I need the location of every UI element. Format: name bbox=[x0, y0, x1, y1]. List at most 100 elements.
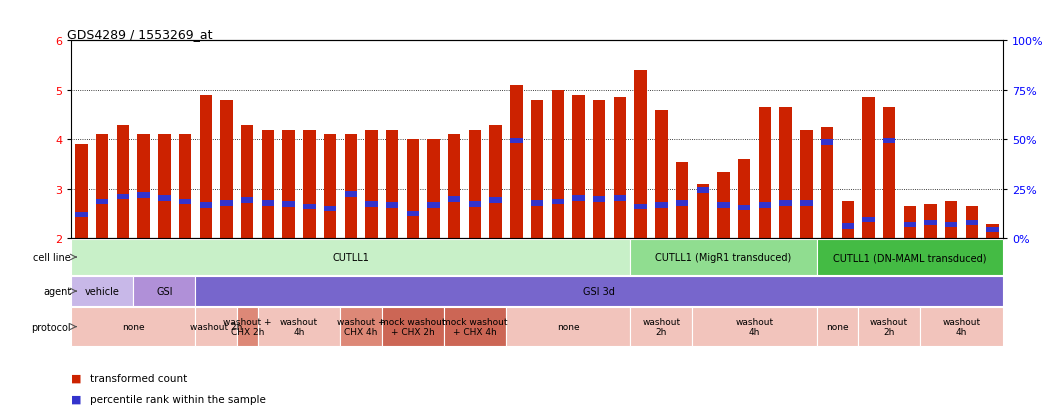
Text: mock washout
+ CHX 2h: mock washout + CHX 2h bbox=[380, 317, 446, 337]
Bar bbox=[634, 204, 647, 209]
Bar bbox=[510, 138, 522, 144]
Bar bbox=[883, 108, 895, 239]
Bar bbox=[759, 202, 771, 208]
Bar bbox=[133, 277, 196, 306]
Bar bbox=[386, 202, 398, 208]
Bar bbox=[406, 140, 419, 239]
Bar bbox=[448, 135, 461, 239]
Bar bbox=[717, 202, 730, 208]
Bar bbox=[945, 222, 957, 228]
Bar bbox=[965, 221, 978, 226]
Bar bbox=[800, 201, 812, 206]
Bar bbox=[655, 202, 668, 208]
Text: washout
2h: washout 2h bbox=[642, 317, 681, 337]
Text: CUTLL1 (MigR1 transduced): CUTLL1 (MigR1 transduced) bbox=[655, 252, 792, 262]
Bar bbox=[96, 135, 109, 239]
Text: none: none bbox=[826, 323, 849, 331]
Bar bbox=[655, 110, 668, 239]
Bar bbox=[738, 160, 751, 239]
Bar bbox=[220, 201, 232, 206]
Bar bbox=[200, 96, 211, 239]
Bar bbox=[717, 172, 730, 239]
Bar bbox=[573, 96, 584, 239]
Text: GSI: GSI bbox=[156, 286, 173, 297]
Bar bbox=[925, 204, 937, 239]
Bar bbox=[448, 197, 461, 202]
Bar bbox=[531, 201, 543, 206]
Bar bbox=[779, 108, 792, 239]
Text: transformed count: transformed count bbox=[90, 373, 187, 383]
Bar bbox=[158, 196, 171, 201]
Bar bbox=[469, 202, 482, 207]
Text: GDS4289 / 1553269_at: GDS4289 / 1553269_at bbox=[67, 28, 213, 41]
Bar bbox=[262, 201, 274, 206]
Bar bbox=[262, 130, 274, 239]
Text: cell line: cell line bbox=[34, 252, 71, 262]
Bar bbox=[365, 202, 378, 207]
Text: agent: agent bbox=[43, 286, 71, 297]
Bar bbox=[904, 222, 916, 228]
Text: washout
2h: washout 2h bbox=[870, 317, 908, 337]
Text: vehicle: vehicle bbox=[85, 286, 119, 297]
Bar bbox=[324, 135, 336, 239]
Bar bbox=[552, 199, 564, 204]
Text: CUTLL1: CUTLL1 bbox=[332, 252, 370, 262]
Bar bbox=[283, 202, 295, 207]
Bar bbox=[382, 308, 444, 346]
Bar bbox=[237, 308, 258, 346]
Bar bbox=[340, 308, 382, 346]
Bar bbox=[817, 240, 1003, 275]
Bar bbox=[883, 138, 895, 144]
Bar bbox=[593, 197, 605, 202]
Bar bbox=[821, 128, 833, 239]
Bar bbox=[344, 192, 357, 197]
Bar bbox=[179, 135, 192, 239]
Bar bbox=[137, 193, 150, 198]
Bar bbox=[258, 308, 340, 346]
Bar bbox=[506, 308, 630, 346]
Bar bbox=[904, 207, 916, 239]
Text: washout
4h: washout 4h bbox=[942, 317, 981, 337]
Bar bbox=[986, 224, 999, 239]
Bar bbox=[920, 308, 1003, 346]
Bar bbox=[444, 308, 506, 346]
Bar bbox=[241, 198, 253, 203]
Bar bbox=[925, 221, 937, 226]
Bar bbox=[75, 212, 88, 218]
Bar bbox=[863, 217, 874, 223]
Bar bbox=[490, 198, 502, 203]
Bar bbox=[117, 194, 129, 199]
Bar bbox=[614, 196, 626, 201]
Bar bbox=[365, 130, 378, 239]
Bar bbox=[71, 240, 630, 275]
Text: protocol: protocol bbox=[31, 322, 71, 332]
Bar bbox=[304, 130, 315, 239]
Bar bbox=[630, 308, 692, 346]
Bar bbox=[630, 240, 817, 275]
Bar bbox=[779, 201, 792, 206]
Bar bbox=[676, 162, 688, 239]
Bar bbox=[117, 125, 129, 239]
Text: washout 2h: washout 2h bbox=[190, 323, 242, 331]
Bar bbox=[965, 207, 978, 239]
Bar bbox=[71, 277, 133, 306]
Bar bbox=[614, 98, 626, 239]
Bar bbox=[283, 130, 295, 239]
Bar bbox=[510, 86, 522, 239]
Bar bbox=[196, 277, 1003, 306]
Bar bbox=[945, 202, 957, 239]
Bar bbox=[593, 101, 605, 239]
Bar bbox=[344, 135, 357, 239]
Bar bbox=[859, 308, 920, 346]
Bar bbox=[427, 140, 440, 239]
Bar bbox=[986, 227, 999, 233]
Text: washout +
CHX 2h: washout + CHX 2h bbox=[223, 317, 271, 337]
Bar bbox=[241, 125, 253, 239]
Bar bbox=[469, 130, 482, 239]
Bar bbox=[75, 145, 88, 239]
Bar bbox=[573, 196, 584, 201]
Text: washout
4h: washout 4h bbox=[280, 317, 318, 337]
Bar bbox=[96, 199, 109, 204]
Text: ■: ■ bbox=[71, 394, 82, 404]
Bar bbox=[406, 211, 419, 217]
